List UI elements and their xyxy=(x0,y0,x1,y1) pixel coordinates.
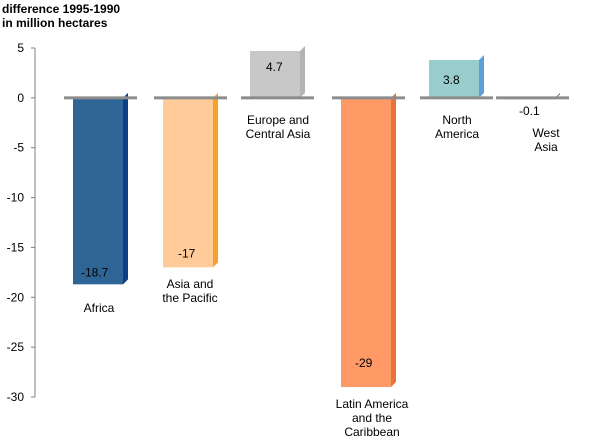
baseline-5 xyxy=(496,96,569,100)
y-tick-label: -25 xyxy=(7,340,25,354)
category-label-4: America xyxy=(435,127,479,141)
y-tick-label: -30 xyxy=(7,390,25,404)
bar-side-3 xyxy=(391,92,396,388)
bar-side-4 xyxy=(479,54,484,98)
category-label-5: Asia xyxy=(534,140,558,154)
category-label-0: Africa xyxy=(84,301,115,315)
y-tick-label: 5 xyxy=(17,41,24,55)
category-label-2: Europe and xyxy=(247,113,309,127)
y-tick-label: -10 xyxy=(7,191,25,205)
category-label-1: the Pacific xyxy=(162,291,217,305)
y-tick-label: -20 xyxy=(7,290,25,304)
category-label-5: West xyxy=(532,126,560,140)
category-label-1: Asia and xyxy=(167,277,214,291)
chart-title-line-1: difference 1995-1990 xyxy=(2,2,121,16)
bar-side-2 xyxy=(300,45,305,98)
baseline-0 xyxy=(64,96,137,100)
bar-side-1 xyxy=(213,92,218,268)
bar-0 xyxy=(73,97,123,285)
y-tick-label: -5 xyxy=(13,141,24,155)
baseline-1 xyxy=(154,96,227,100)
value-label-5: -0.1 xyxy=(519,104,540,118)
baseline-4 xyxy=(420,96,493,100)
bar-3 xyxy=(341,97,391,388)
value-label-3: -29 xyxy=(355,356,373,370)
category-label-3: Latin America xyxy=(336,397,409,411)
chart-title-line-2: in million hectares xyxy=(2,16,108,30)
baseline-3 xyxy=(332,96,405,100)
bar-side-0 xyxy=(123,92,128,285)
bar-1 xyxy=(163,97,213,268)
value-label-4: 3.8 xyxy=(443,73,460,87)
y-tick-label: -15 xyxy=(7,240,25,254)
baseline-2 xyxy=(241,96,314,100)
category-label-3: Caribbean xyxy=(344,425,399,439)
value-label-0: -18.7 xyxy=(81,265,109,279)
category-label-4: North xyxy=(442,113,471,127)
bar-2 xyxy=(250,50,300,98)
bar-4 xyxy=(429,59,479,98)
value-label-2: 4.7 xyxy=(266,60,283,74)
y-tick-label: 0 xyxy=(17,91,24,105)
value-label-1: -17 xyxy=(178,246,196,260)
category-label-3: and the xyxy=(352,411,392,425)
category-label-2: Central Asia xyxy=(246,127,311,141)
